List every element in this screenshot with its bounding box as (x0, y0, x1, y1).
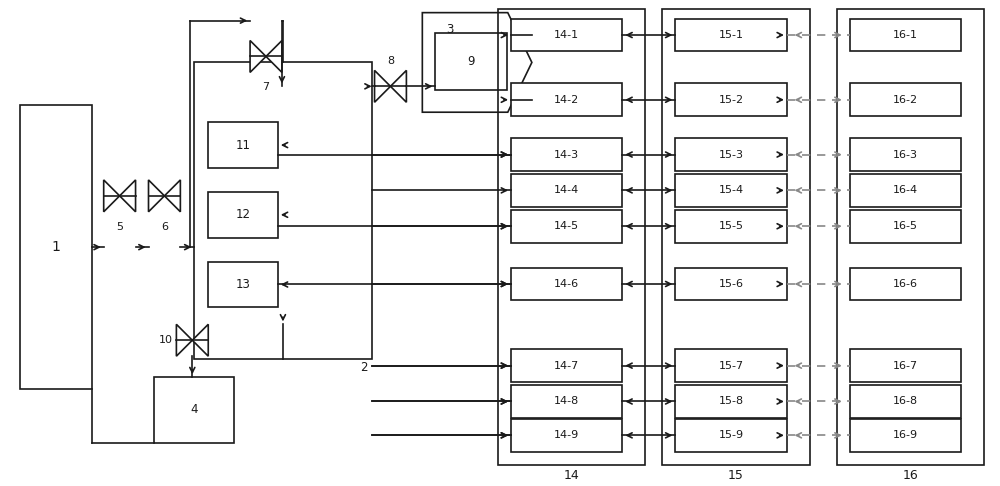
Bar (435, 33, 507, 90)
Text: 14: 14 (564, 469, 580, 482)
Bar (675, 83, 787, 116)
Text: 16-8: 16-8 (893, 397, 918, 406)
Text: 16-9: 16-9 (893, 430, 918, 440)
Bar (850, 419, 961, 452)
Polygon shape (250, 40, 266, 72)
Text: 14-5: 14-5 (554, 221, 579, 231)
Bar (511, 138, 622, 171)
Text: 1: 1 (51, 240, 60, 254)
Bar (850, 385, 961, 418)
Text: 2: 2 (360, 361, 368, 374)
Text: 16-2: 16-2 (893, 95, 918, 105)
Text: 13: 13 (236, 278, 251, 291)
Bar (511, 83, 622, 116)
Text: 14-7: 14-7 (554, 361, 579, 371)
Text: 16: 16 (902, 469, 918, 482)
Text: 15-9: 15-9 (718, 430, 744, 440)
Bar (675, 419, 787, 452)
Text: 15-3: 15-3 (719, 150, 744, 159)
Bar (194, 62, 372, 359)
Bar (675, 210, 787, 243)
Polygon shape (104, 180, 120, 212)
Text: 16-3: 16-3 (893, 150, 918, 159)
Polygon shape (164, 180, 180, 212)
Text: 3: 3 (447, 23, 454, 35)
Text: 14-3: 14-3 (554, 150, 579, 159)
Bar (675, 18, 787, 52)
Text: 14-8: 14-8 (554, 397, 579, 406)
Text: 15-8: 15-8 (718, 397, 744, 406)
Bar (850, 18, 961, 52)
Bar (675, 349, 787, 382)
Text: 16-1: 16-1 (893, 30, 918, 40)
Text: 15-6: 15-6 (719, 279, 744, 289)
Bar (511, 419, 622, 452)
Text: 15-5: 15-5 (719, 221, 744, 231)
Bar (675, 174, 787, 207)
Text: 15-7: 15-7 (718, 361, 744, 371)
Bar (850, 349, 961, 382)
Text: 15-1: 15-1 (719, 30, 744, 40)
Text: 4: 4 (191, 403, 198, 417)
Polygon shape (120, 180, 136, 212)
Bar (511, 268, 622, 300)
Text: 14-6: 14-6 (554, 279, 579, 289)
Polygon shape (422, 13, 532, 112)
Text: 12: 12 (236, 208, 251, 221)
Polygon shape (192, 324, 208, 356)
Polygon shape (149, 180, 164, 212)
Text: 14-9: 14-9 (554, 430, 579, 440)
Text: 5: 5 (116, 222, 123, 232)
Text: 7: 7 (262, 82, 270, 92)
Bar (208, 261, 278, 307)
Text: 14-1: 14-1 (554, 30, 579, 40)
Text: 15-4: 15-4 (718, 185, 744, 195)
Bar (850, 174, 961, 207)
Text: 15: 15 (728, 469, 744, 482)
Bar (511, 210, 622, 243)
Bar (511, 174, 622, 207)
Bar (675, 268, 787, 300)
Text: 10: 10 (158, 335, 172, 345)
Bar (662, 9, 810, 465)
Bar (20, 105, 92, 389)
Bar (675, 138, 787, 171)
Text: 16-4: 16-4 (893, 185, 918, 195)
Text: 16-7: 16-7 (893, 361, 918, 371)
Bar (511, 385, 622, 418)
Polygon shape (390, 70, 406, 102)
Text: 15-2: 15-2 (718, 95, 744, 105)
Bar (208, 192, 278, 238)
Bar (837, 9, 984, 465)
Bar (675, 385, 787, 418)
Bar (850, 138, 961, 171)
Text: 8: 8 (387, 56, 394, 67)
Bar (154, 377, 234, 443)
Polygon shape (266, 40, 282, 72)
Text: 16-6: 16-6 (893, 279, 918, 289)
Text: 6: 6 (161, 222, 168, 232)
Text: 14-2: 14-2 (554, 95, 579, 105)
Polygon shape (375, 70, 390, 102)
Polygon shape (176, 324, 192, 356)
Bar (850, 83, 961, 116)
Text: 16-5: 16-5 (893, 221, 918, 231)
Text: 9: 9 (467, 55, 475, 68)
Bar (511, 349, 622, 382)
Bar (498, 9, 645, 465)
Bar (208, 122, 278, 168)
Bar (511, 18, 622, 52)
Bar (850, 268, 961, 300)
Bar (850, 210, 961, 243)
Text: 14-4: 14-4 (554, 185, 579, 195)
Text: 11: 11 (236, 139, 251, 152)
